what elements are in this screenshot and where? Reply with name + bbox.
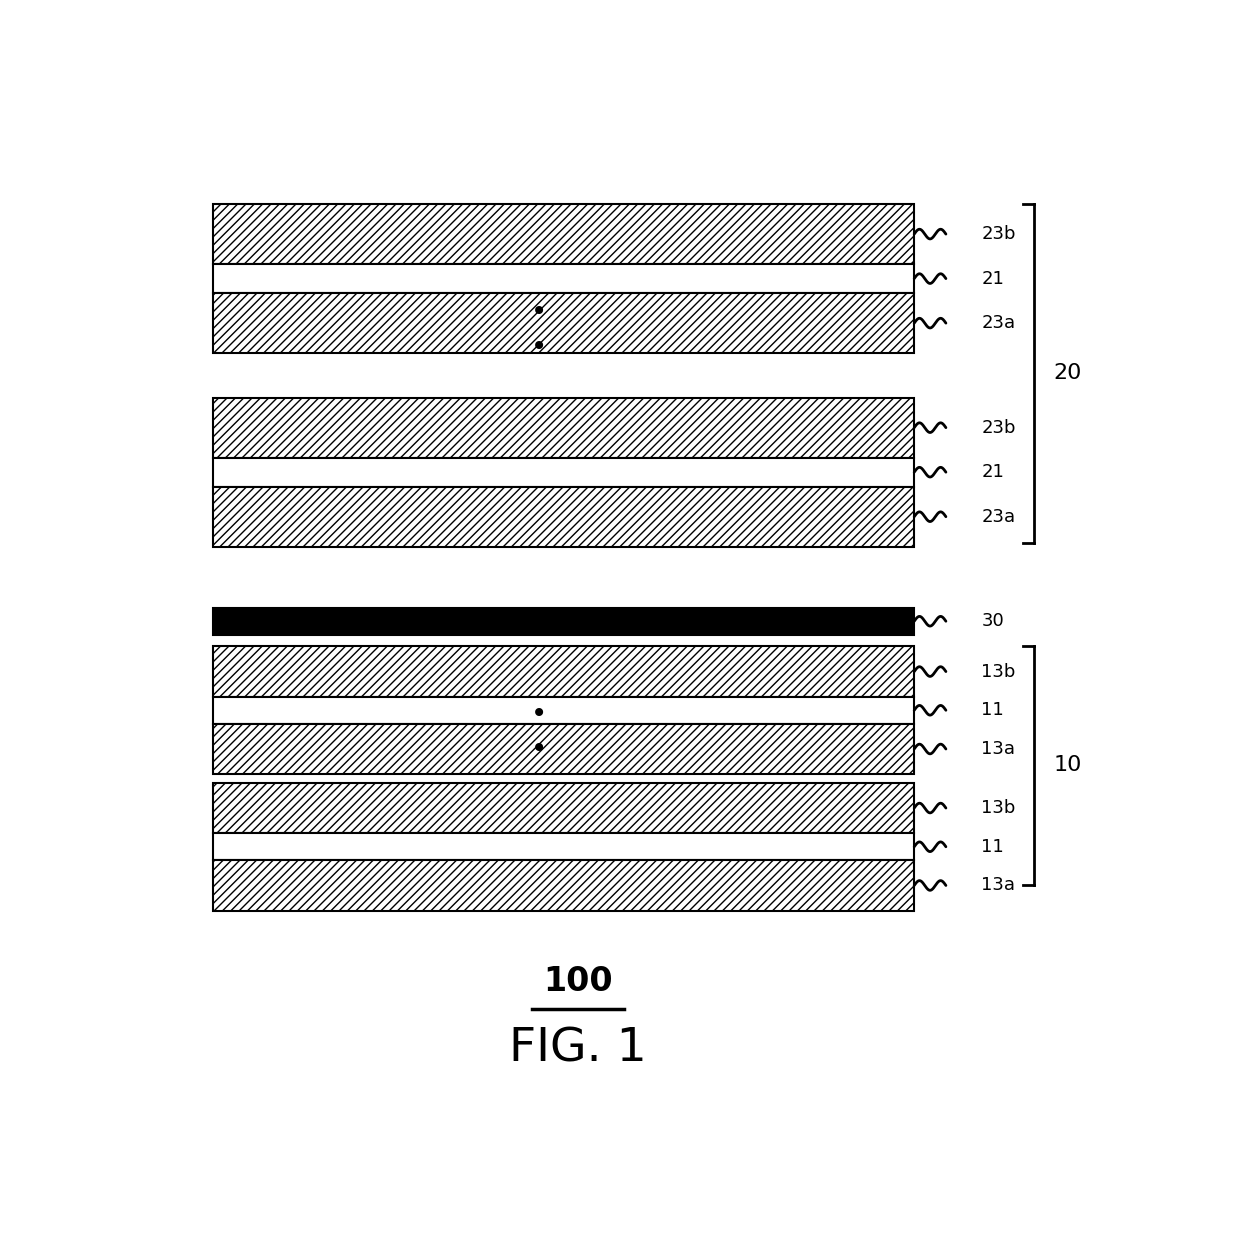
Bar <box>213 833 914 860</box>
Bar <box>213 458 914 486</box>
Text: 30: 30 <box>982 612 1004 630</box>
Bar <box>213 646 914 696</box>
Text: 20: 20 <box>1054 363 1083 383</box>
Text: •: • <box>531 333 548 361</box>
Text: •: • <box>531 735 548 763</box>
Text: 21: 21 <box>982 463 1004 481</box>
Text: 11: 11 <box>982 837 1004 856</box>
Bar <box>213 607 914 635</box>
Text: 23b: 23b <box>982 225 1016 243</box>
Text: 13b: 13b <box>982 662 1016 680</box>
Bar <box>213 204 914 264</box>
Text: 100: 100 <box>543 964 613 998</box>
Text: 11: 11 <box>982 701 1004 719</box>
Bar <box>213 486 914 547</box>
Bar <box>213 783 914 833</box>
Bar <box>213 724 914 774</box>
Text: 13a: 13a <box>982 740 1016 758</box>
Text: 23a: 23a <box>982 508 1016 525</box>
Text: 21: 21 <box>982 269 1004 288</box>
Text: 13b: 13b <box>982 799 1016 817</box>
Bar <box>213 293 914 353</box>
Bar <box>213 264 914 293</box>
Text: 23b: 23b <box>982 419 1016 436</box>
Text: 23a: 23a <box>982 314 1016 332</box>
Text: FIG. 1: FIG. 1 <box>508 1027 647 1071</box>
Text: 10: 10 <box>1054 755 1083 776</box>
Text: 13a: 13a <box>982 876 1016 895</box>
Bar <box>213 696 914 724</box>
Bar <box>213 397 914 458</box>
Text: •: • <box>531 298 548 327</box>
Bar <box>213 860 914 910</box>
Text: •: • <box>531 700 548 728</box>
